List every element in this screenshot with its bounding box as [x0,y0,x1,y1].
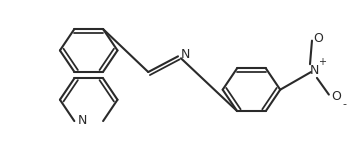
Text: -: - [343,99,347,109]
Text: N: N [180,48,190,61]
Text: O: O [331,90,341,103]
Text: N: N [78,114,87,127]
Text: +: + [318,57,326,67]
Text: O: O [313,32,323,45]
Text: N: N [309,64,319,77]
